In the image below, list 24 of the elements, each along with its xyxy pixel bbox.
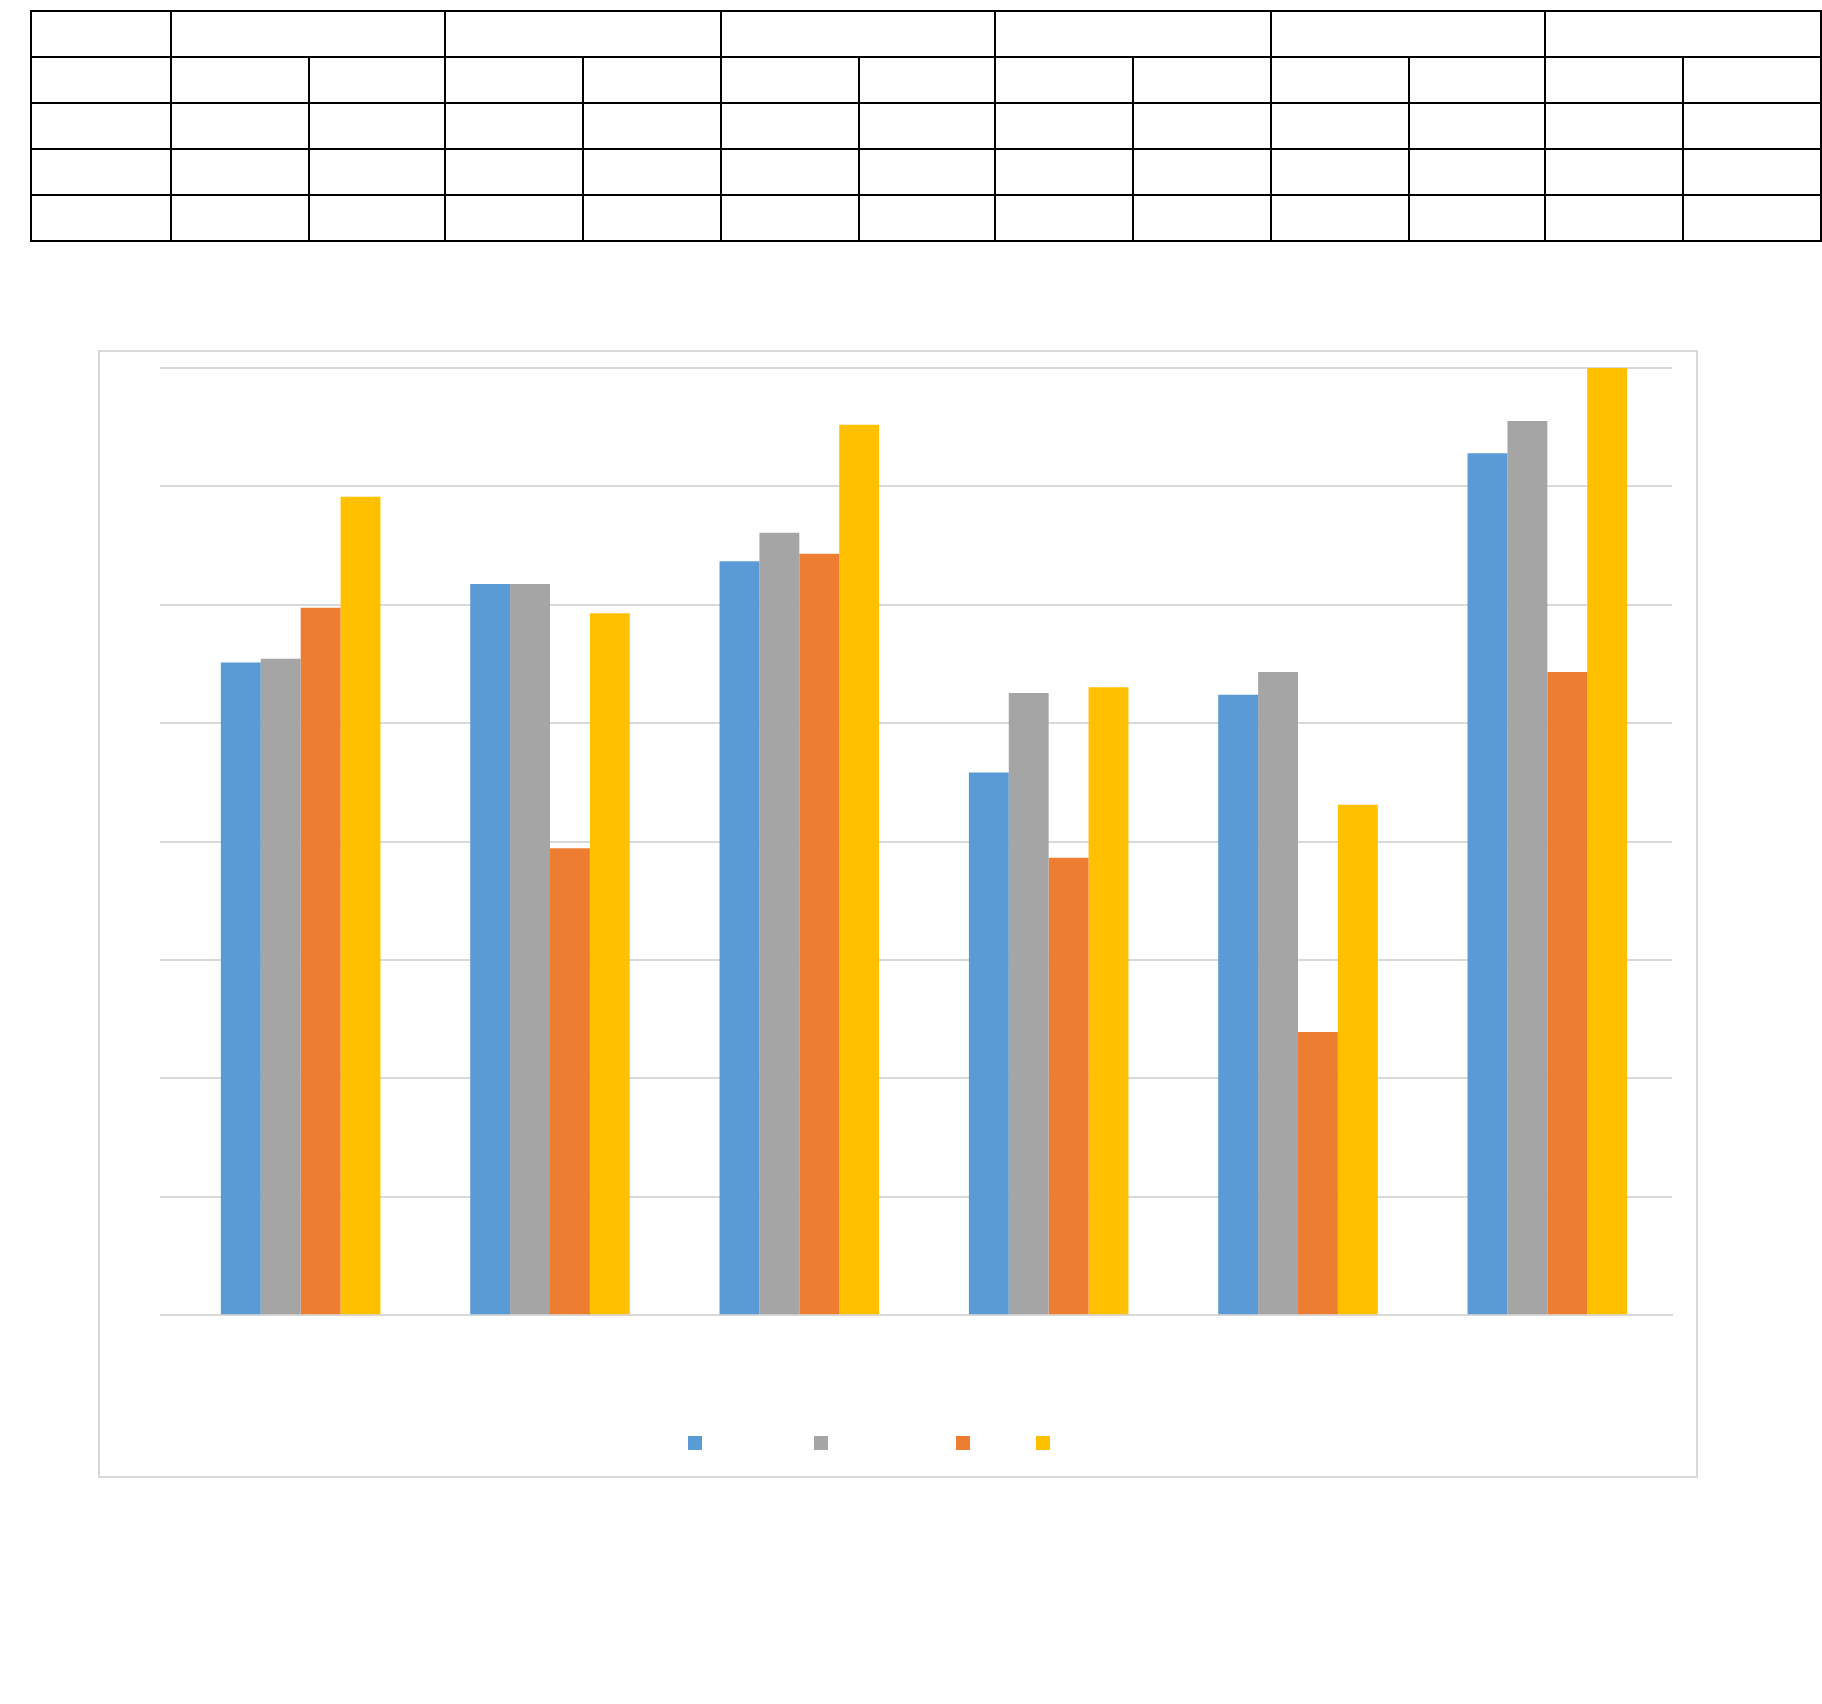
bar [968,772,1009,1315]
bar [220,662,261,1315]
bar [550,848,590,1315]
bar [340,496,381,1315]
bar [1298,1031,1338,1315]
bar [1258,672,1298,1315]
bar [799,553,840,1315]
bar [1048,857,1089,1315]
bar [300,607,341,1315]
bar [1088,687,1129,1315]
bar [1587,368,1628,1315]
bar [470,583,511,1315]
bar [1218,694,1259,1315]
bar [589,613,630,1315]
bar [1008,692,1049,1315]
bar [260,658,301,1315]
bar [1507,421,1548,1315]
bar [1547,672,1588,1315]
bar [510,583,550,1315]
bar [1337,804,1378,1315]
bar [839,424,880,1315]
bar [1467,453,1508,1315]
bar [719,561,760,1315]
bar [759,532,800,1315]
